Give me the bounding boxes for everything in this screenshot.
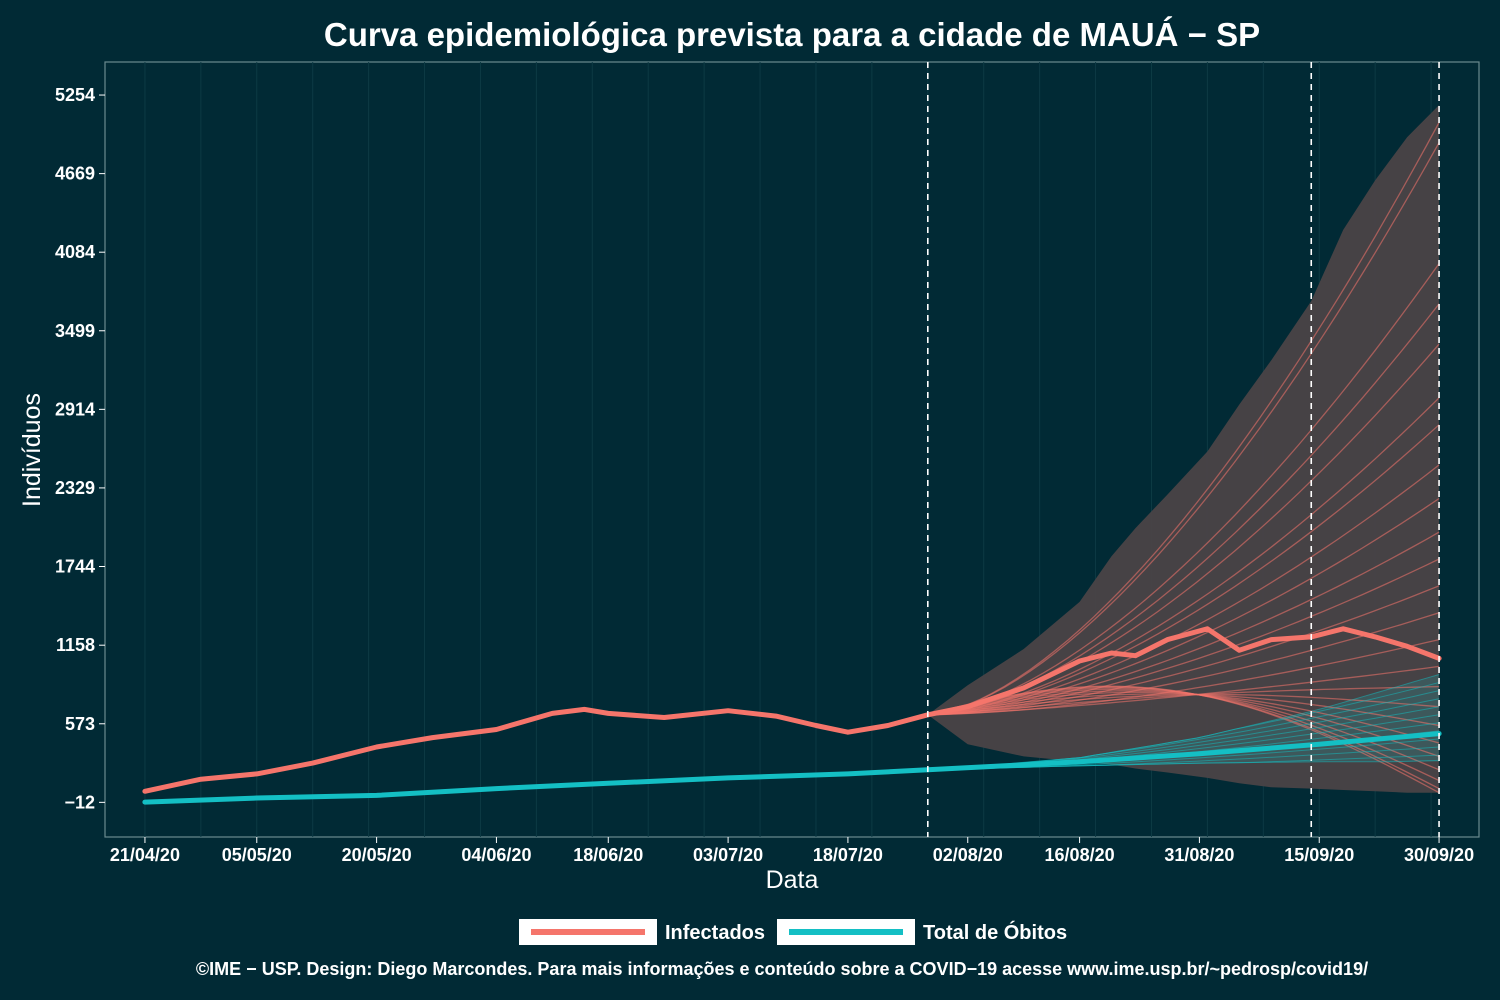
x-tick-label: 18/07/20: [813, 845, 883, 865]
x-tick-label: 21/04/20: [110, 845, 180, 865]
observed-line-obitos: [142, 767, 931, 805]
y-tick-label: 4669: [55, 164, 95, 184]
y-axis-ticks: −12 573 1158 1744 2329 2914 3499 4084 4669 5254: [55, 85, 105, 812]
y-axis-title: Indivíduos: [18, 393, 46, 507]
x-tick-label: 02/08/20: [933, 845, 1003, 865]
chart-title: Curva epidemiológica prevista para a cid…: [324, 16, 1260, 53]
legend: Infectados Total de Óbitos: [519, 919, 1067, 945]
x-tick-label: 15/09/20: [1284, 845, 1354, 865]
forecast-median-line-obitos: [925, 731, 1442, 773]
forecast-median-line-infectados: [925, 626, 1442, 718]
x-tick-label: 18/06/20: [573, 845, 643, 865]
x-tick-label: 03/07/20: [693, 845, 763, 865]
y-tick-label: 1744: [55, 556, 95, 576]
simulation-path-infectados: [927, 531, 1440, 716]
y-tick-label: 1158: [56, 635, 95, 655]
plot-panel: [104, 61, 1480, 838]
x-tick-label: 30/09/20: [1404, 845, 1474, 865]
x-axis-ticks: 21/04/20 05/05/20 20/05/20 04/06/20 18/06/20…: [110, 837, 1474, 865]
x-tick-label: 31/08/20: [1164, 845, 1234, 865]
y-tick-label: 2914: [55, 399, 95, 419]
y-tick-label: 3499: [55, 321, 95, 341]
forecast-markers: [927, 62, 1440, 837]
y-tick-label: 5254: [55, 85, 95, 105]
y-tick-label: 4084: [55, 242, 95, 262]
y-tick-label: 2329: [55, 478, 95, 498]
simulation-path-infectados: [927, 497, 1440, 716]
observed-line-infectados: [142, 706, 931, 794]
x-axis-title: Data: [766, 866, 819, 894]
x-tick-label: 04/06/20: [461, 845, 531, 865]
x-tick-label: 20/05/20: [342, 845, 412, 865]
simulation-path-infectados: [927, 142, 1440, 716]
x-tick-label: 16/08/20: [1045, 845, 1115, 865]
plot-panel-border: [104, 61, 1480, 838]
uncertainty-band-infectados: [927, 105, 1440, 793]
simulation-path-infectados: [927, 612, 1440, 716]
x-tick-label: 05/05/20: [222, 845, 292, 865]
grid-lines: [144, 62, 1432, 837]
legend-label-infectados: Infectados: [665, 922, 765, 944]
simulation-path-infectados: [927, 585, 1440, 716]
simulation-path-infectados: [927, 685, 1440, 794]
y-tick-label: −12: [64, 792, 95, 812]
chart-caption: ©IME − USP. Design: Diego Marcondes. Par…: [196, 959, 1368, 979]
y-tick-label: 573: [65, 714, 95, 734]
legend-label-obitos: Total de Óbitos: [923, 920, 1067, 944]
series-lines: [142, 626, 1442, 805]
simulation-path-infectados: [927, 122, 1440, 716]
